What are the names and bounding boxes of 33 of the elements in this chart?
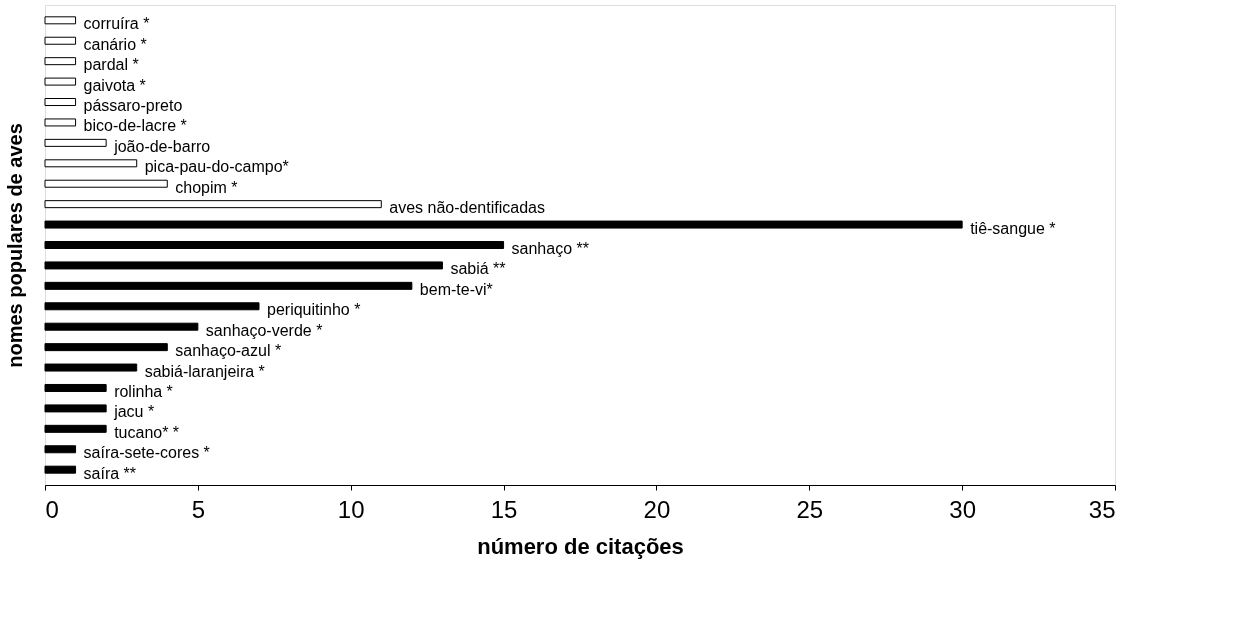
y-tick-label: sabiá-laranjeira * <box>144 362 265 380</box>
y-tick-label: pica-pau-do-campo* <box>144 158 289 176</box>
y-tick-label: sanhaço ** <box>511 240 589 257</box>
y-tick-label: saíra ** <box>83 464 137 482</box>
y-axis-title: nomes populares de aves <box>3 123 26 368</box>
y-tick-label: pássaro-preto <box>83 97 183 115</box>
x-tick-label: 30 <box>949 495 976 523</box>
y-tick-label: tiê-sangue * <box>970 219 1056 237</box>
y-tick-label: jacu * <box>113 403 155 421</box>
y-tick-label: bem-te-vi* <box>419 280 493 298</box>
y-tick-label: gaivota * <box>83 76 146 94</box>
y-tick-label: rolinha * <box>114 382 173 400</box>
x-tick-label: 35 <box>1088 495 1116 523</box>
y-tick-label: joão-de-barro <box>113 137 211 155</box>
y-tick-label: aves não-dentificadas <box>389 199 545 217</box>
y-tick-label: chopim * <box>175 178 238 196</box>
x-tick-label: 25 <box>796 495 824 523</box>
y-tick-label: bico-de-lacre * <box>83 117 187 135</box>
x-tick-label: 15 <box>490 495 518 523</box>
y-tick-label: sabiá ** <box>450 260 506 278</box>
x-tick-label: 10 <box>337 495 365 523</box>
x-tick-label: 5 <box>191 495 206 523</box>
y-tick-label: saíra-sete-cores * <box>83 444 210 462</box>
y-tick-label: periquitinho * <box>267 301 361 319</box>
y-tick-label: sanhaço-azul * <box>175 342 282 360</box>
x-tick-label: 20 <box>643 495 671 523</box>
x-axis-title: número de citações <box>477 533 684 559</box>
y-tick-label: corruíra * <box>83 15 150 33</box>
y-tick-label: sanhaço-verde * <box>205 321 323 339</box>
y-tick-label: canário * <box>83 35 147 53</box>
y-tick-label: pardal * <box>83 56 139 74</box>
y-tick-label: tucano* * <box>114 423 180 441</box>
x-tick-label: 0 <box>45 495 59 523</box>
